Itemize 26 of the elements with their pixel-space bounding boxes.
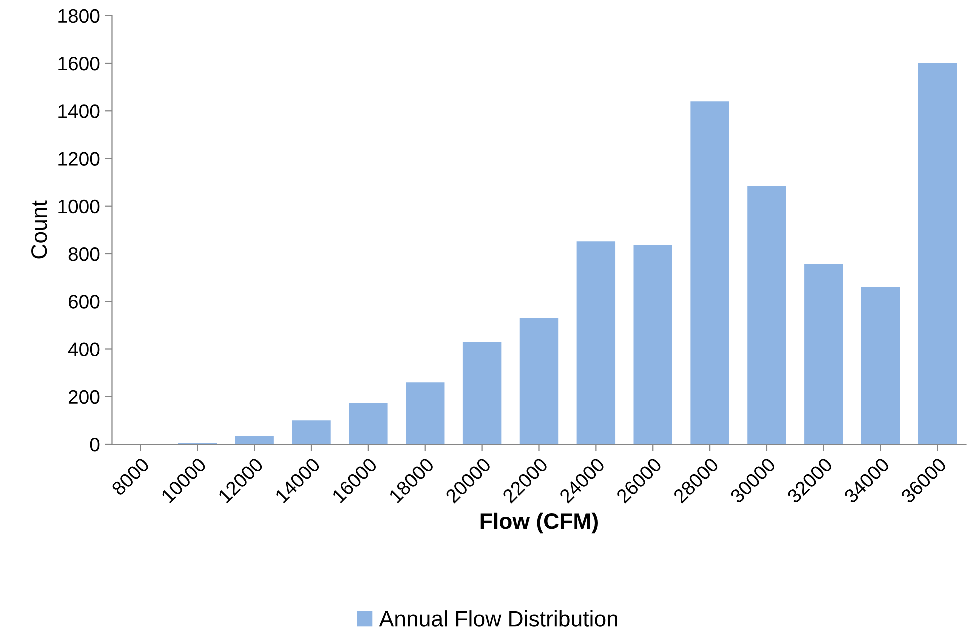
bar [861, 287, 900, 444]
x-axis-title: Flow (CFM) [480, 512, 598, 534]
y-tick-label: 1000 [58, 200, 100, 214]
bar [349, 404, 388, 444]
y-tick-label: 1800 [58, 9, 100, 24]
y-tick-label: 600 [68, 295, 100, 309]
bar [690, 102, 730, 444]
bar [804, 264, 844, 444]
bar [292, 420, 331, 444]
bar [520, 318, 559, 444]
bar [235, 436, 274, 444]
y-tick-label: 200 [68, 390, 100, 404]
y-tick-label: 800 [68, 247, 100, 262]
bar [576, 242, 616, 444]
y-tick-label: 400 [68, 342, 100, 356]
bar [748, 186, 786, 444]
bar [918, 64, 958, 444]
y-tick-label: 1600 [58, 56, 100, 71]
y-axis-title: Count [32, 200, 48, 259]
bar [406, 382, 445, 444]
y-tick-label: 1400 [58, 104, 100, 118]
bar [634, 244, 672, 444]
bar [462, 342, 502, 444]
y-tick-label: 1200 [58, 152, 100, 166]
y-tick-label: 0 [90, 438, 100, 452]
legend-label: Annual Flow Distribution [379, 610, 618, 627]
